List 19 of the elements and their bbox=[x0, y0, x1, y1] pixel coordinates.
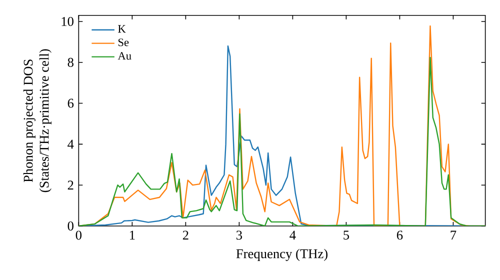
x-tick-label: 0 bbox=[76, 230, 82, 240]
legend-label: Au bbox=[118, 52, 132, 60]
x-tick-label: 1 bbox=[130, 230, 135, 240]
y-axis-title: Phonon projected DOS (States/THz·primitive cell) bbox=[23, 49, 52, 192]
x-axis-title: Frequency (THz) bbox=[236, 248, 328, 261]
x-tick-label: 2 bbox=[182, 230, 188, 240]
y-tick-label: 2 bbox=[68, 180, 74, 190]
y-tick-label: 4 bbox=[68, 140, 74, 149]
y-tick-label: 6 bbox=[68, 98, 74, 108]
x-tick-label: 4 bbox=[290, 230, 296, 240]
x-tick-label: 6 bbox=[396, 230, 403, 240]
x-tick-label: 5 bbox=[344, 230, 350, 240]
legend-label: K bbox=[118, 25, 126, 33]
y-tick-label: 8 bbox=[68, 58, 74, 67]
legend-label: Se bbox=[118, 38, 129, 46]
x-tick-label: 3 bbox=[236, 230, 242, 240]
y-tick-label: 0 bbox=[68, 222, 74, 230]
x-tick-label: 7 bbox=[450, 230, 456, 240]
y-tick-label: 10 bbox=[62, 16, 74, 26]
